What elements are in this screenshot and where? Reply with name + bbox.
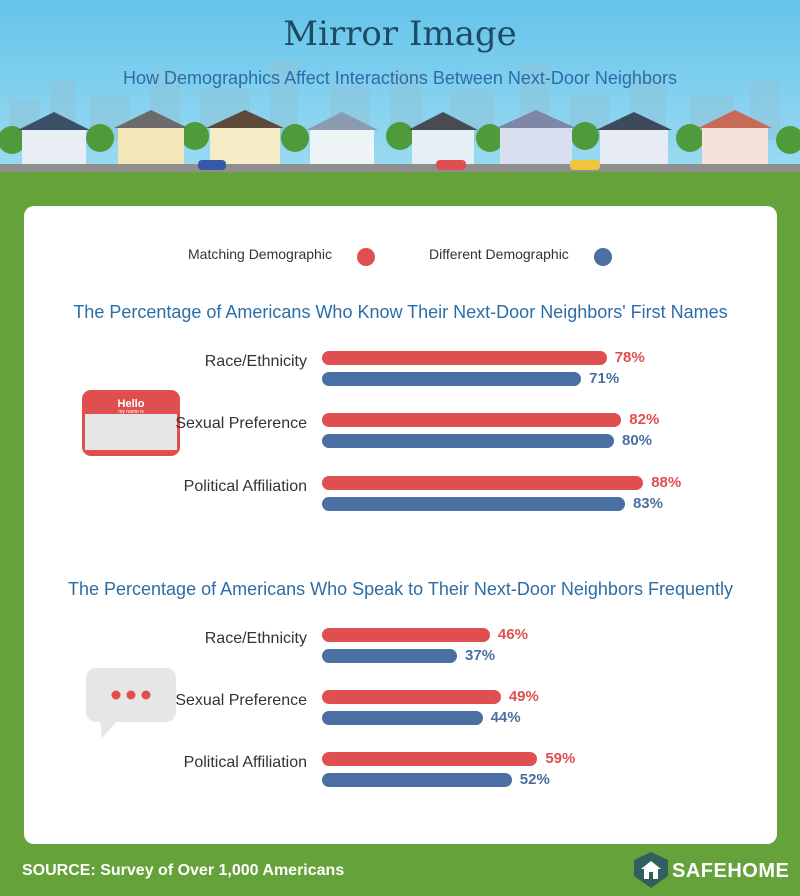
page-subtitle: How Demographics Affect Interactions Bet… [123, 68, 677, 88]
source-note: SOURCE: Survey of Over 1,000 Americans [22, 862, 345, 879]
chart1-value-label: 88% [651, 474, 682, 491]
chart1-value-label: 80% [622, 432, 653, 449]
speech-bubble-icon [86, 668, 178, 740]
neighborhood-illustration [0, 60, 800, 182]
chart2-value-label: 49% [508, 688, 539, 705]
chart2-value-label: 44% [490, 709, 521, 726]
chart2-bar-different [322, 711, 483, 725]
chart2-bar-matching [322, 690, 501, 704]
chart-card: Matching Demographic Different Demograph… [24, 206, 777, 844]
chart1-bar-matching [322, 351, 607, 365]
chart2-category-label: Political Affiliation [183, 754, 307, 771]
chart2-title: The Percentage of Americans Who Speak to… [68, 579, 733, 599]
chart2-bar-matching [322, 752, 538, 766]
chart1-bar-matching [322, 476, 644, 490]
chart1-category-label: Sexual Preference [175, 415, 307, 432]
legend-different-dot [594, 248, 612, 266]
chart2-bar-different [322, 649, 458, 663]
chart1-value-label: 83% [632, 495, 663, 512]
chart2-value-label: 46% [497, 626, 528, 643]
chart1-bar-matching [322, 413, 622, 427]
legend-different-label: Different Demographic [429, 246, 569, 262]
page-title: Mirror Image [283, 14, 517, 54]
chart2-value-label: 59% [545, 750, 576, 767]
safehome-logo: SAFEHOME [634, 852, 789, 888]
header-banner: Mirror Image How Demographics Affect Int… [0, 0, 800, 182]
chart2-category-label: Race/Ethnicity [204, 630, 307, 647]
brand-name: SAFEHOME [672, 860, 790, 882]
chart2-value-label: 52% [519, 771, 550, 788]
chart2-value-label: 37% [465, 647, 496, 664]
shield-house-icon [634, 852, 668, 888]
chart2-bar-different [322, 773, 512, 787]
hello-name-tag-icon: Hello my name is [82, 390, 180, 456]
chart2-category-label: Sexual Preference [175, 692, 307, 709]
chart1-value-label: 71% [589, 370, 620, 387]
chart1-title: The Percentage of Americans Who Know The… [73, 302, 728, 322]
chart1-value-label: 78% [614, 349, 645, 366]
name-tag-hello: Hello [118, 398, 145, 410]
chart1-bar-different [322, 497, 625, 511]
name-tag-my-name-is: my name is [118, 409, 144, 415]
chart1-bar-different [322, 372, 582, 386]
chart1-category-label: Race/Ethnicity [204, 353, 307, 370]
legend-matching-label: Matching Demographic [188, 246, 332, 262]
legend-matching-dot [357, 248, 375, 266]
chart2-bar-matching [322, 628, 490, 642]
chart1-bar-different [322, 434, 614, 448]
chart1-category-label: Political Affiliation [183, 478, 307, 495]
chart1-value-label: 82% [629, 411, 660, 428]
